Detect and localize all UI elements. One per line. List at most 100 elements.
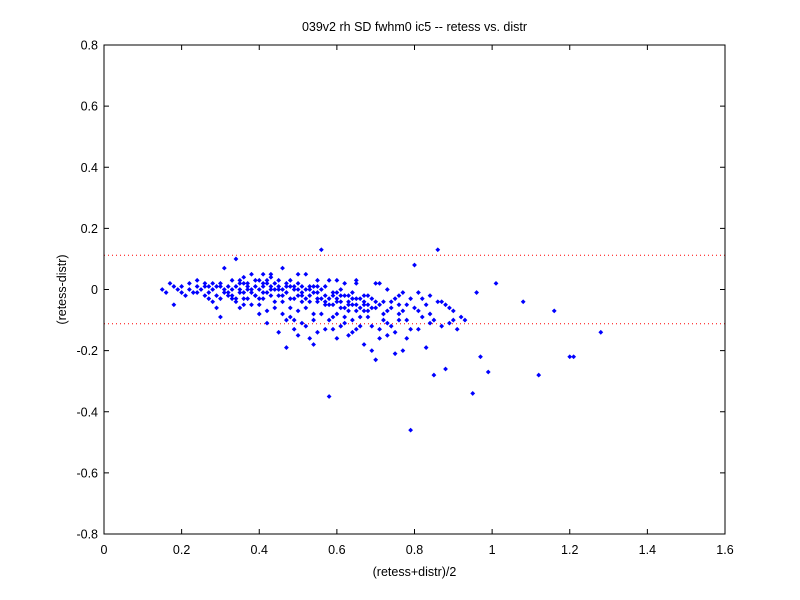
y-axis-label: (retess-distr) [55, 254, 69, 324]
data-point [342, 320, 348, 326]
data-point [260, 280, 266, 286]
data-point [450, 317, 456, 323]
data-point [377, 336, 382, 341]
data-point [326, 277, 332, 283]
data-point [427, 320, 433, 326]
data-point [218, 280, 223, 286]
data-point [210, 287, 216, 292]
data-point [400, 290, 406, 295]
data-point [342, 314, 348, 320]
x-axis-ticks: 0 0.2 0.4 0.6 0.8 1 1.2 1.4 1.6 [101, 45, 734, 557]
data-point [260, 284, 266, 289]
data-point [435, 247, 441, 253]
data-point [237, 290, 243, 295]
y-tick-label: -0.2 [76, 344, 98, 358]
data-point [256, 277, 262, 283]
data-point [252, 293, 258, 299]
data-point [264, 320, 270, 326]
data-point [276, 284, 282, 289]
data-point [350, 329, 355, 335]
data-point [287, 284, 293, 289]
data-point [221, 265, 227, 271]
data-point [272, 305, 278, 311]
data-point [342, 293, 348, 299]
data-point [214, 305, 219, 311]
data-point [206, 290, 212, 295]
data-point [412, 305, 417, 311]
data-point [194, 284, 200, 289]
data-point [295, 287, 301, 292]
data-point [470, 391, 476, 396]
data-point [326, 317, 332, 323]
data-point [334, 336, 340, 341]
data-point [598, 329, 604, 335]
data-point [377, 302, 382, 308]
data-point [384, 308, 390, 314]
data-point [252, 284, 258, 289]
data-point [330, 302, 336, 308]
data-point [315, 284, 320, 289]
data-point [334, 299, 340, 305]
data-point [159, 287, 165, 292]
data-point [551, 308, 557, 314]
data-point [415, 290, 421, 295]
data-point [237, 277, 243, 283]
data-point [186, 280, 192, 286]
data-points [159, 247, 604, 433]
data-point [346, 293, 351, 299]
data-point [322, 299, 328, 305]
data-point [163, 290, 169, 295]
data-point [311, 317, 316, 323]
data-point [322, 326, 328, 332]
data-point [190, 290, 196, 295]
y-tick-label: -0.8 [76, 528, 98, 542]
data-point [249, 302, 254, 308]
data-point [280, 299, 285, 305]
y-tick-label: 0.2 [81, 222, 98, 236]
data-point [357, 305, 363, 311]
data-point [342, 305, 348, 311]
data-point [384, 287, 390, 292]
data-point [334, 277, 340, 283]
data-point [268, 287, 274, 292]
data-point [171, 302, 177, 308]
data-point [287, 314, 293, 320]
data-point [365, 308, 371, 314]
data-point [237, 280, 243, 286]
data-point [361, 302, 367, 308]
data-point [291, 287, 297, 292]
data-point [365, 302, 371, 308]
data-point [357, 323, 363, 329]
data-point [400, 348, 406, 354]
x-tick-label: 0.6 [328, 543, 345, 557]
data-point [315, 290, 320, 295]
data-point [353, 277, 359, 283]
data-point [384, 320, 390, 326]
data-point [361, 342, 367, 347]
data-point [408, 427, 414, 433]
data-point [423, 302, 429, 308]
data-point [264, 290, 270, 295]
data-point [338, 287, 344, 292]
data-point [295, 271, 301, 277]
y-tick-label: -0.4 [76, 405, 98, 419]
data-point [307, 336, 313, 341]
data-point [303, 323, 309, 329]
data-point [241, 296, 247, 302]
data-point [245, 284, 251, 289]
data-point [280, 293, 285, 299]
data-point [388, 299, 394, 305]
data-point [408, 296, 414, 302]
data-point [408, 326, 414, 332]
data-point [291, 284, 297, 289]
data-point [183, 293, 188, 299]
data-point [353, 302, 359, 308]
data-point [299, 299, 305, 305]
data-point [353, 296, 359, 302]
data-point [284, 290, 289, 295]
data-point [307, 293, 313, 299]
data-point [245, 280, 251, 286]
data-point [225, 284, 231, 289]
data-point [280, 311, 285, 317]
data-point [350, 290, 355, 295]
